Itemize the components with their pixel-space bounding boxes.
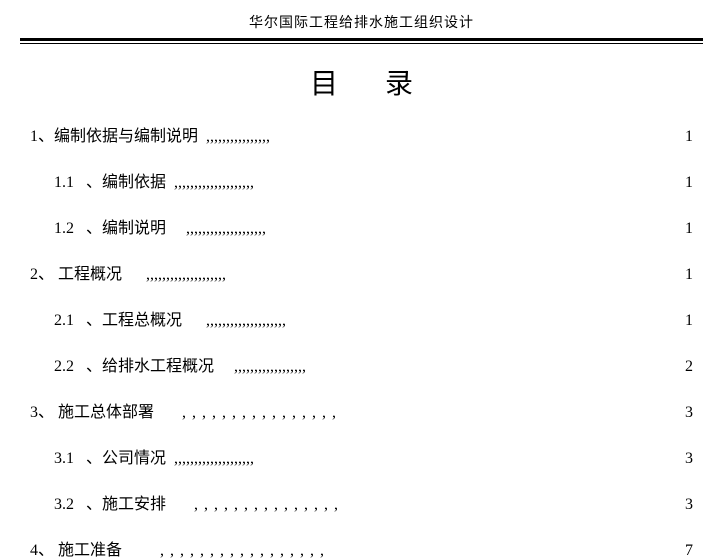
toc-label: 3、 施工总体部署 [30, 398, 154, 422]
toc-label: 1、编制依据与编制说明 [30, 122, 198, 146]
toc-leader: ,,,,,,,,,,,,,,,,,, [214, 358, 306, 376]
toc-page-number: 1 [673, 174, 693, 192]
toc-leader: ,,,,,,,,,,,,,,,,,,,, [166, 220, 266, 238]
toc-leader: ,,,,,,,,,,,,,,,,,,,, [166, 450, 254, 468]
toc-label: 3.1 、公司情况 [54, 444, 166, 468]
document-header: 华尔国际工程给排水施工组织设计 [20, 0, 703, 38]
toc-page-number: 7 [673, 542, 693, 560]
toc-label: 2.2 、给排水工程概况 [54, 352, 214, 376]
toc-entry: 4、 施工准备 ,,,,,,,,,,,,,,,,, 7 [30, 536, 693, 560]
toc-label: 2.1 、工程总概况 [54, 306, 182, 330]
toc-entry: 3、 施工总体部署 ,,,,,,,,,,,,,,,, 3 [30, 398, 693, 422]
toc-label: 1.1 、编制依据 [54, 168, 166, 192]
toc-page-number: 1 [673, 266, 693, 284]
toc-page-number: 3 [673, 404, 693, 422]
toc-entry: 3.1 、公司情况,,,,,,,,,,,,,,,,,,,, 3 [30, 444, 693, 468]
toc-leader: ,,,,,,,,,,,,,,,, [154, 404, 342, 422]
header-divider [20, 38, 703, 44]
toc-label: 3.2 、施工安排 [54, 490, 166, 514]
toc-entry: 2.1 、工程总概况 ,,,,,,,,,,,,,,,,,,,, 1 [30, 306, 693, 330]
toc-leader: ,,,,,,,,,,,,,,, [166, 496, 344, 514]
toc-leader: ,,,,,,,,,,,,,,,,, [122, 542, 330, 560]
toc-page-number: 3 [673, 496, 693, 514]
toc-entry: 1.2 、编制说明 ,,,,,,,,,,,,,,,,,,,, 1 [30, 214, 693, 238]
toc-page-number: 2 [673, 358, 693, 376]
toc-entry: 2、 工程概况 ,,,,,,,,,,,,,,,,,,,, 1 [30, 260, 693, 284]
toc-label: 1.2 、编制说明 [54, 214, 166, 238]
toc-entry: 1.1 、编制依据,,,,,,,,,,,,,,,,,,,, 1 [30, 168, 693, 192]
toc-page-number: 1 [673, 128, 693, 146]
toc-title: 目 录 [20, 62, 703, 102]
toc-page-number: 1 [673, 220, 693, 238]
table-of-contents: 1、编制依据与编制说明,,,,,,,,,,,,,,,,11.1 、编制依据,,,… [20, 122, 703, 560]
toc-label: 2、 工程概况 [30, 260, 122, 284]
toc-leader: ,,,,,,,,,,,,,,,,,,,, [166, 174, 254, 192]
toc-leader: ,,,,,,,,,,,,,,,,,,,, [122, 266, 226, 284]
toc-entry: 2.2 、给排水工程概况 ,,,,,,,,,,,,,,,,,, 2 [30, 352, 693, 376]
toc-page-number: 1 [673, 312, 693, 330]
toc-entry: 3.2 、施工安排 ,,,,,,,,,,,,,,, 3 [30, 490, 693, 514]
toc-entry: 1、编制依据与编制说明,,,,,,,,,,,,,,,, 1 [30, 122, 693, 146]
toc-leader: ,,,,,,,,,,,,,,,, [198, 128, 270, 146]
toc-page-number: 3 [673, 450, 693, 468]
toc-label: 4、 施工准备 [30, 536, 122, 560]
toc-leader: ,,,,,,,,,,,,,,,,,,,, [182, 312, 286, 330]
